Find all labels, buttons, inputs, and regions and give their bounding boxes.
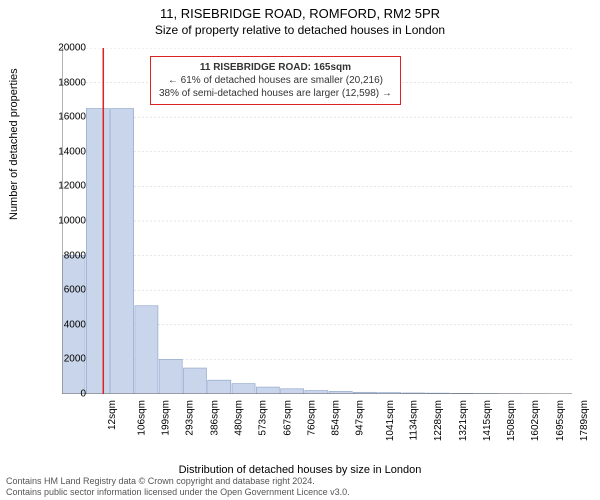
x-tick-label: 1321sqm bbox=[458, 400, 469, 441]
y-tick-label: 10000 bbox=[46, 216, 86, 227]
x-tick-label: 1602sqm bbox=[531, 400, 542, 441]
x-tick-label: 480sqm bbox=[234, 400, 245, 436]
y-tick-label: 8000 bbox=[46, 250, 86, 261]
x-tick-label: 1508sqm bbox=[506, 400, 517, 441]
annotation-line1: ← 61% of detached houses are smaller (20… bbox=[159, 74, 392, 87]
y-tick-label: 0 bbox=[46, 389, 86, 400]
x-tick-label: 1695sqm bbox=[555, 400, 566, 441]
y-tick-label: 2000 bbox=[46, 354, 86, 365]
chart-title: 11, RISEBRIDGE ROAD, ROMFORD, RM2 5PR bbox=[0, 0, 600, 21]
x-tick-label: 947sqm bbox=[355, 400, 366, 436]
chart-subtitle: Size of property relative to detached ho… bbox=[0, 21, 600, 37]
x-tick-label: 106sqm bbox=[136, 400, 147, 436]
footer-attribution: Contains HM Land Registry data © Crown c… bbox=[6, 476, 350, 498]
annotation-line2: 38% of semi-detached houses are larger (… bbox=[159, 87, 392, 100]
y-tick-label: 18000 bbox=[46, 77, 86, 88]
x-tick-label: 1134sqm bbox=[408, 400, 419, 440]
y-tick-label: 4000 bbox=[46, 319, 86, 330]
chart-container: 11, RISEBRIDGE ROAD, ROMFORD, RM2 5PR Si… bbox=[0, 0, 600, 500]
y-axis-label: Number of detached properties bbox=[8, 68, 20, 220]
x-tick-label: 12sqm bbox=[107, 400, 118, 430]
y-tick-label: 14000 bbox=[46, 146, 86, 157]
y-tick-label: 16000 bbox=[46, 112, 86, 123]
x-tick-label: 386sqm bbox=[209, 400, 220, 436]
x-tick-label: 667sqm bbox=[282, 400, 293, 436]
y-tick-label: 12000 bbox=[46, 181, 86, 192]
annotation-title: 11 RISEBRIDGE ROAD: 165sqm bbox=[159, 61, 392, 74]
footer-line1: Contains HM Land Registry data © Crown c… bbox=[6, 476, 350, 487]
x-tick-label: 293sqm bbox=[185, 400, 196, 436]
x-tick-label: 760sqm bbox=[306, 400, 317, 436]
y-tick-label: 20000 bbox=[46, 43, 86, 54]
x-tick-label: 854sqm bbox=[331, 400, 342, 436]
annotation-box: 11 RISEBRIDGE ROAD: 165sqm ← 61% of deta… bbox=[150, 56, 401, 105]
x-tick-label: 573sqm bbox=[258, 400, 269, 436]
x-tick-label: 1415sqm bbox=[482, 400, 493, 441]
x-axis-label: Distribution of detached houses by size … bbox=[0, 464, 600, 476]
x-tick-label: 1041sqm bbox=[385, 400, 396, 441]
x-tick-label: 1789sqm bbox=[579, 400, 590, 441]
x-tick-label: 1228sqm bbox=[433, 400, 444, 441]
y-tick-label: 6000 bbox=[46, 285, 86, 296]
x-tick-label: 199sqm bbox=[161, 400, 172, 436]
footer-line2: Contains public sector information licen… bbox=[6, 487, 350, 498]
